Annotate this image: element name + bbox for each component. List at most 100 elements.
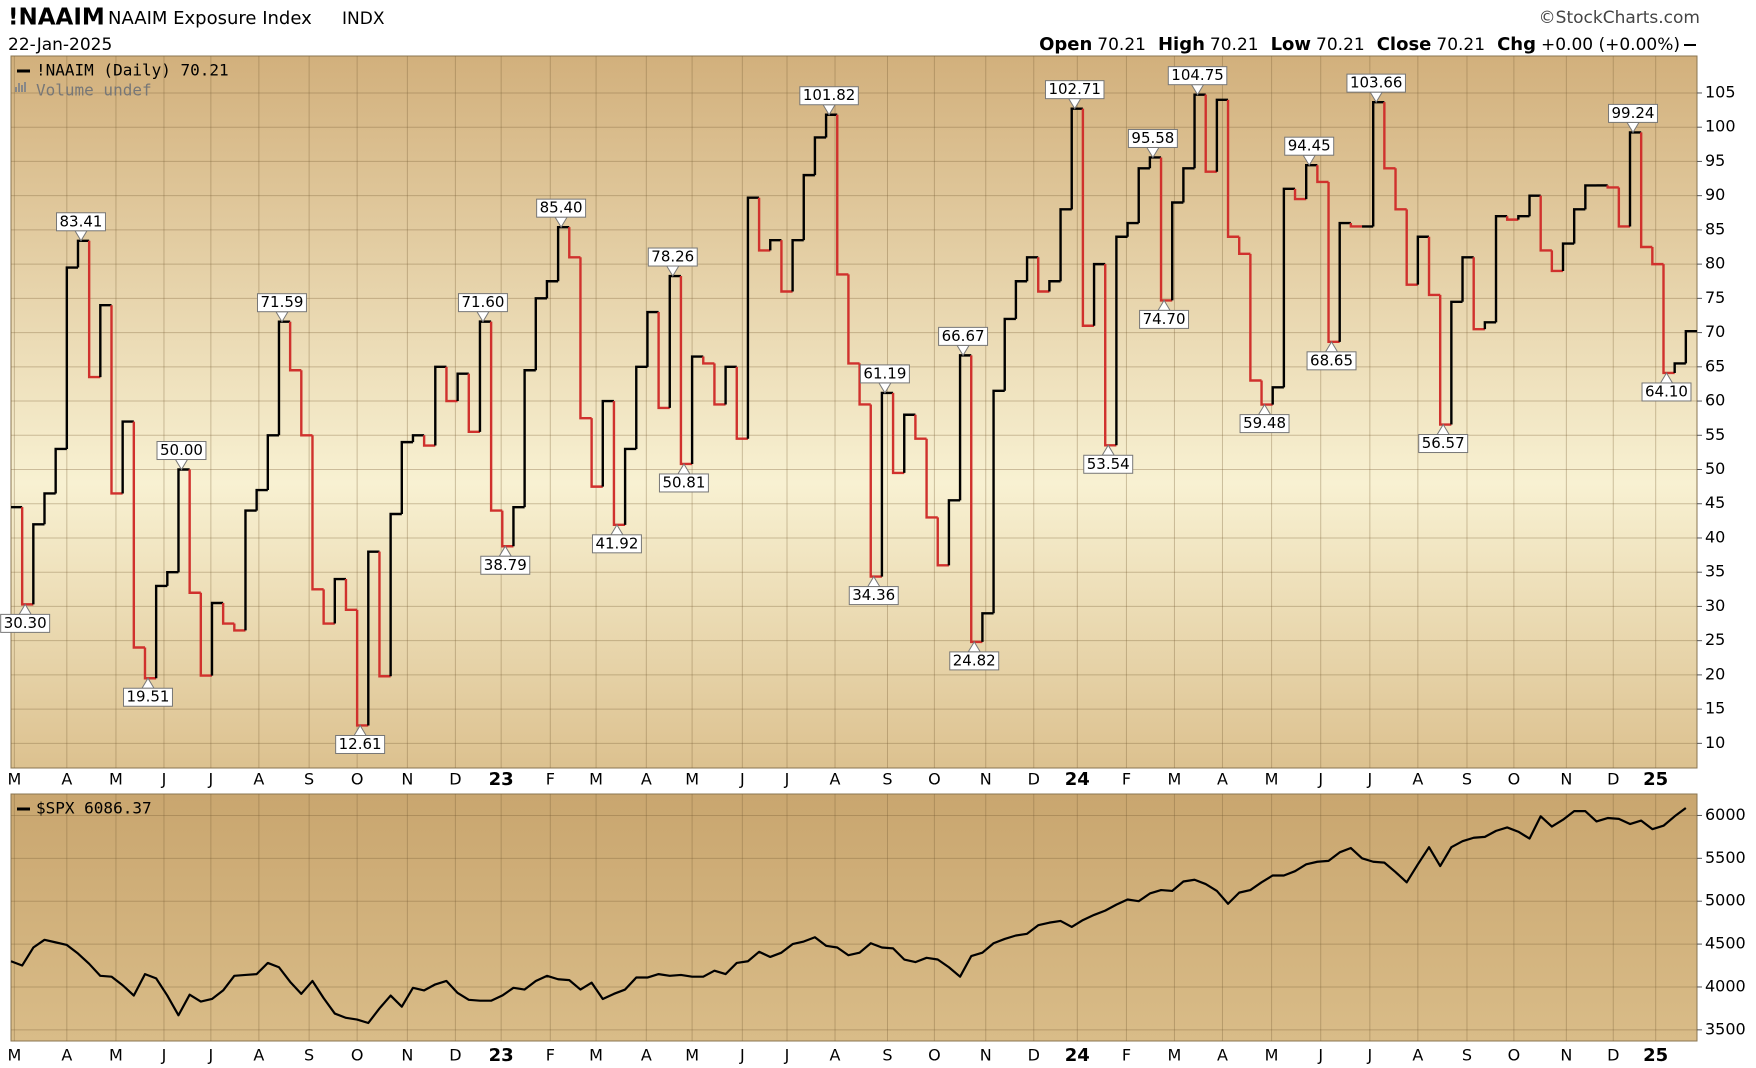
step-segment <box>87 240 101 379</box>
value-label-box <box>647 247 698 267</box>
value-label-text: 34.36 <box>852 586 895 604</box>
step-segment <box>121 420 134 494</box>
step-segment <box>1081 108 1095 327</box>
value-label-text: 50.81 <box>662 473 705 491</box>
value-label-box <box>536 198 587 218</box>
value-label-box <box>1641 382 1692 402</box>
step-segment <box>1651 247 1664 266</box>
value-label-box <box>1608 103 1658 123</box>
y-tick-label: 30 <box>1705 596 1725 615</box>
y-tick-label: 90 <box>1705 185 1725 204</box>
step-segment <box>422 435 436 447</box>
step-segment <box>1617 187 1631 228</box>
x-tick-label: J <box>1366 770 1372 789</box>
y-tick-label: 70 <box>1705 322 1725 341</box>
step-segment <box>99 304 112 378</box>
step-segment <box>1606 185 1619 189</box>
x-tick-label: D <box>1607 770 1619 789</box>
value-label-box <box>1239 414 1290 434</box>
x-tick-label: M <box>685 1046 699 1065</box>
step-segment <box>534 297 547 371</box>
step-segment <box>1394 168 1407 211</box>
step-segment <box>1037 257 1050 293</box>
value-label-text: 78.26 <box>651 248 694 266</box>
x-tick-label: S <box>1462 770 1472 789</box>
x-tick-label: D <box>1607 1046 1619 1065</box>
step-segment <box>1048 280 1061 292</box>
step-segment <box>132 421 145 649</box>
quote-value: 70.21 <box>1097 35 1146 55</box>
step-segment <box>1561 242 1575 271</box>
value-label-text: 64.10 <box>1645 382 1688 400</box>
value-label-text: 104.75 <box>1171 66 1224 84</box>
value-label-box <box>848 586 899 606</box>
value-label: 50.81 <box>658 462 709 493</box>
step-segment <box>1550 250 1564 273</box>
quote-value: 70.21 <box>1210 35 1259 55</box>
step-segment <box>65 266 78 449</box>
x-tick-label: M <box>7 1046 21 1065</box>
value-label-text: 59.48 <box>1243 414 1286 432</box>
y-tick-label: 3500 <box>1705 1019 1746 1038</box>
step-segment <box>735 366 748 440</box>
date: 22-Jan-2025 <box>8 35 112 55</box>
step-segment <box>1148 156 1162 169</box>
price-panel <box>10 55 1698 769</box>
x-tick-label: O <box>351 1046 364 1065</box>
step-segment <box>623 447 637 525</box>
step-segment <box>1416 235 1430 285</box>
value-label: 66.67 <box>938 326 989 357</box>
step-segment <box>1204 94 1217 173</box>
step-segment <box>601 399 614 487</box>
step-segment <box>1126 221 1139 237</box>
value-label-text: 38.79 <box>484 556 527 574</box>
x-tick-label: S <box>882 770 892 789</box>
x-tick-label: 23 <box>489 769 514 790</box>
step-segment <box>434 365 447 446</box>
value-label-text: 101.82 <box>803 86 856 104</box>
value-label-text: 71.60 <box>461 293 504 311</box>
value-label-text: 12.61 <box>339 735 382 753</box>
step-segment <box>1171 201 1184 301</box>
step-segment <box>1505 216 1519 221</box>
step-segment <box>333 577 346 624</box>
step-segment <box>780 240 793 293</box>
legend-label: $SPX 6086.37 <box>36 799 152 818</box>
x-tick-label: J <box>161 770 167 789</box>
quote-value: 70.21 <box>1316 35 1365 55</box>
x-tick-label: D <box>1028 1046 1040 1065</box>
step-segment <box>244 509 257 631</box>
x-tick-label: M <box>1265 770 1279 789</box>
step-segment <box>1305 163 1318 200</box>
step-segment <box>32 523 45 605</box>
step-segment <box>456 372 469 402</box>
y-tick-label: 10 <box>1705 733 1725 752</box>
step-segment <box>1372 100 1385 227</box>
step-segment <box>936 517 949 567</box>
step-segment <box>1271 386 1284 405</box>
step-segment <box>1405 209 1418 286</box>
value-label-box <box>0 613 51 633</box>
step-segment <box>1450 300 1463 425</box>
step-segment <box>847 274 860 365</box>
value-label: 95.58 <box>1127 128 1178 159</box>
step-segment <box>1159 157 1173 302</box>
value-label-box <box>799 86 859 106</box>
step-segment <box>1494 215 1508 323</box>
x-tick-label: M <box>109 770 123 789</box>
step-segment <box>1483 321 1497 330</box>
step-segment <box>568 227 581 259</box>
value-label-box <box>1284 136 1335 156</box>
step-segment <box>489 321 503 512</box>
x-tick-label: M <box>685 770 699 789</box>
x-tick-label: S <box>304 770 314 789</box>
value-label: 61.19 <box>859 364 910 394</box>
step-segment <box>679 276 693 466</box>
x-tick-label: A <box>641 1046 652 1065</box>
value-label: 102.71 <box>1044 80 1105 110</box>
x-tick-label: O <box>1508 1046 1521 1065</box>
value-label-text: 94.45 <box>1288 137 1331 155</box>
step-segment <box>1438 294 1452 426</box>
value-label-box <box>1127 128 1178 148</box>
